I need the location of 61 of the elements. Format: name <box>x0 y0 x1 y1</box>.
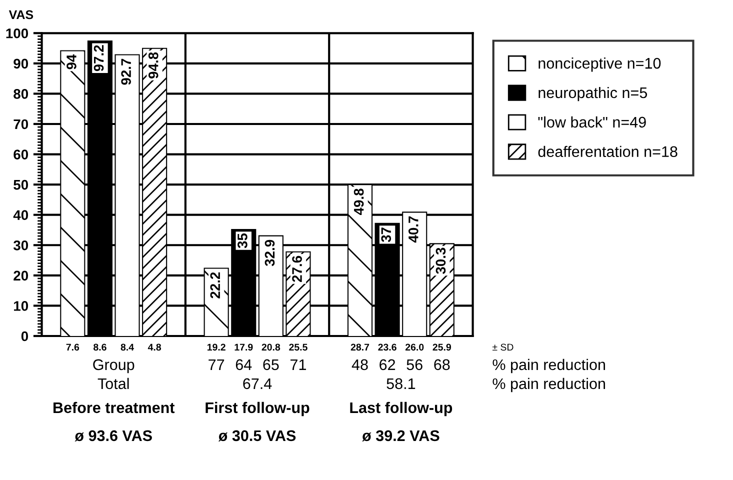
legend-label: neuropathic n=5 <box>538 86 648 102</box>
data-label: 40.7 <box>408 216 418 243</box>
legend-label: "low back" n=49 <box>538 116 646 128</box>
y-axis-title: VAS <box>8 10 34 20</box>
text: Group <box>93 359 134 374</box>
text: 64 <box>236 359 252 370</box>
data-label: 92.7 <box>121 58 131 85</box>
y-tick-label: 0 <box>21 331 28 342</box>
y-tick-label: 60 <box>14 150 28 160</box>
text: ø 30.5 VAS <box>218 430 296 442</box>
data-label: 32.9 <box>264 240 275 266</box>
text: 23.6 <box>378 344 396 351</box>
text: 7.6 <box>66 344 80 351</box>
y-tick-label: 90 <box>14 58 28 69</box>
y-tick-label: 40 <box>13 210 28 220</box>
text: 62 <box>380 359 396 370</box>
text: 67.4 <box>243 378 272 390</box>
text: % pain reduction <box>492 378 605 392</box>
text: 17.9 <box>234 344 253 351</box>
text: 58.1 <box>386 378 416 390</box>
data-label: 94.8 <box>148 52 158 78</box>
y-tick-label: 100 <box>6 28 28 38</box>
text: 8.4 <box>120 344 134 351</box>
data-label: 35 <box>238 233 248 248</box>
data-label: 49.8 <box>354 188 364 216</box>
text: 4.8 <box>148 344 162 351</box>
legend-label: deafferentation n=18 <box>538 146 678 158</box>
data-label: 94 <box>66 54 76 70</box>
data-label: 37 <box>381 228 392 242</box>
text: 26.0 <box>405 344 424 351</box>
x-tick-label: Last follow-up <box>350 402 452 416</box>
x-tick-label: Before treatment <box>54 402 175 414</box>
data-label: 22.2 <box>210 272 220 298</box>
y-tick-label: 20 <box>14 270 28 281</box>
text: ± SD <box>492 344 514 351</box>
text: ø 93.6 VAS <box>74 430 152 442</box>
text: 68 <box>434 359 450 370</box>
text: 71 <box>290 359 306 370</box>
x-tick-label: First follow-up <box>206 402 310 416</box>
data-label: 27.6 <box>292 256 302 282</box>
y-tick-label: 80 <box>14 89 28 99</box>
y-tick-label: 50 <box>14 180 28 190</box>
text: ø 39.2 VAS <box>362 430 440 442</box>
y-tick-label: 70 <box>14 119 28 130</box>
text: 77 <box>208 359 224 370</box>
text: 48 <box>352 359 368 370</box>
y-tick-label: 30 <box>13 240 28 250</box>
text: 28.7 <box>350 344 370 351</box>
text: 56 <box>406 359 422 370</box>
text: 25.9 <box>432 344 451 351</box>
text: % pain reduction <box>492 358 605 374</box>
text: 19.2 <box>207 344 226 351</box>
text: 25.5 <box>289 344 308 351</box>
text: Total <box>98 378 129 390</box>
data-label: 97.2 <box>94 45 104 72</box>
text: 20.8 <box>262 344 280 351</box>
y-tick-label: 10 <box>14 301 28 311</box>
data-label: 30.3 <box>436 248 446 274</box>
text: 65 <box>263 359 279 370</box>
legend-label: nonciceptive n=10 <box>538 57 661 72</box>
text: 8.6 <box>94 344 106 351</box>
